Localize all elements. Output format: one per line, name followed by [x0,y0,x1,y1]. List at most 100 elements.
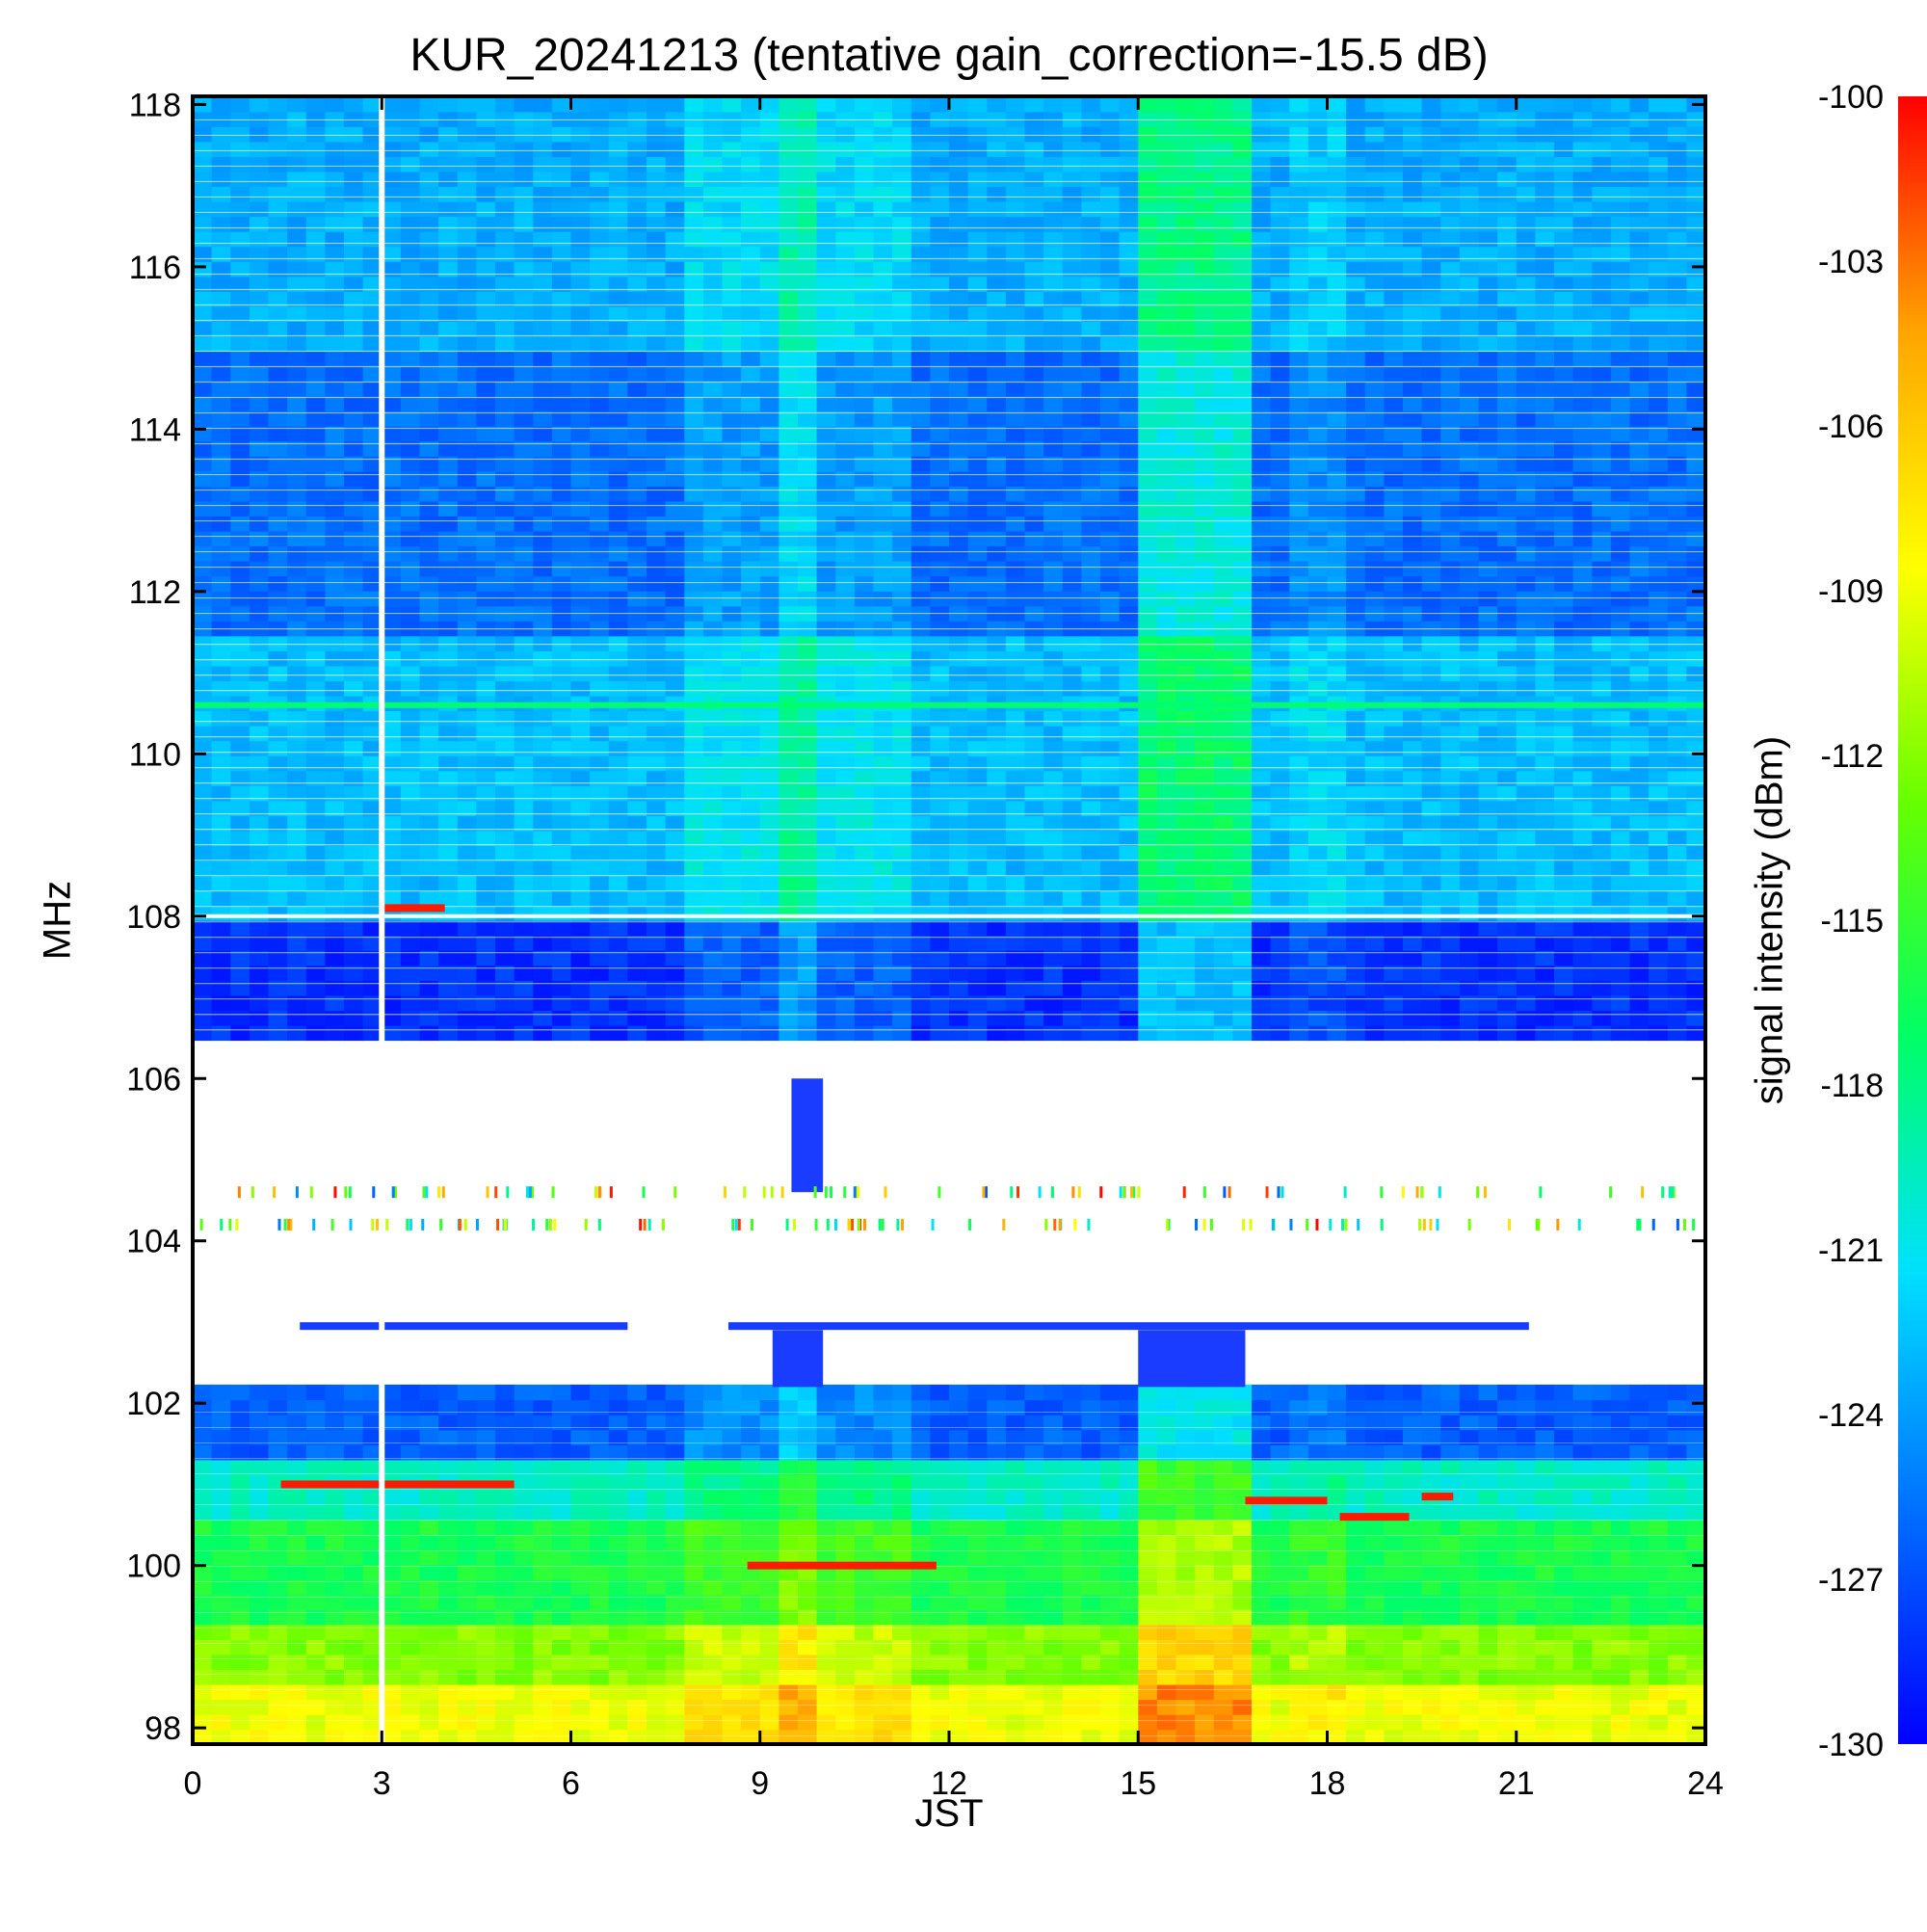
heatmap-cell [1156,650,1177,667]
heatmap-cell [230,1429,251,1445]
heatmap-cell [722,665,742,681]
heatmap-cell [551,920,572,937]
heatmap-cell [1364,770,1386,786]
heatmap-cell [1005,650,1026,667]
heatmap-cell [419,950,439,966]
heatmap-cell [1497,755,1518,772]
heatmap-cell [1232,1579,1253,1596]
heatmap-cell [759,1474,780,1491]
heatmap-cell [419,1459,439,1475]
heatmap-cell [816,860,836,877]
heatmap-cell [835,665,856,681]
heatmap-cell [684,545,704,562]
heatmap-cell [647,994,667,1011]
heatmap-cell [1156,994,1177,1011]
heatmap-cell [533,815,553,832]
heatmap-cell [1421,1699,1441,1715]
heatmap-cell [759,1429,780,1445]
heatmap-cell [722,1699,742,1715]
heatmap-cell [647,1429,667,1445]
heatmap-cell [1440,486,1461,502]
heatmap-cell [514,845,534,861]
heatmap-cell [911,980,932,996]
heatmap-cell [1346,1639,1366,1655]
heatmap-cell [1610,755,1631,772]
heatmap-cell [1346,1459,1366,1475]
heatmap-cell [344,1713,364,1731]
heatmap-cell [400,516,421,532]
heatmap-cell [476,470,496,487]
heatmap-cell [702,1699,724,1715]
heatmap-cell [1195,905,1215,921]
heatmap-cell [495,845,515,861]
heatmap-cell [514,1729,534,1744]
heatmap-cell [325,1534,345,1550]
heatmap-cell [684,740,704,756]
heatmap-cell [438,994,459,1011]
heatmap-cell [1307,1444,1329,1461]
heatmap-cell [325,1429,345,1445]
heatmap-cell [930,800,950,816]
heatmap-cell [1062,1024,1083,1042]
heatmap-cell [551,1624,572,1640]
heatmap-cell [1629,635,1650,651]
heatmap-cell [382,545,402,562]
heatmap-cell [949,800,969,816]
heatmap-cell [1592,905,1612,921]
heatmap-cell [1610,516,1631,532]
heatmap-cell [1327,770,1347,786]
heatmap-cell [1119,1429,1139,1445]
heatmap-cell [684,1713,704,1731]
heatmap-cell [1252,1639,1272,1655]
heatmap-cell [1327,1564,1347,1580]
heatmap-cell [1213,1624,1234,1640]
heatmap-cell [1667,800,1688,816]
heatmap-cell [702,1624,724,1640]
heatmap-cell [1667,1429,1688,1445]
heatmap-cell [1592,530,1612,547]
heatmap-cell [325,770,345,786]
heatmap-cell [1629,1669,1650,1685]
heatmap-cell [268,1384,288,1401]
heatmap-cell [684,1564,704,1580]
heatmap-cell [1403,1444,1423,1461]
heatmap-cell [1535,1594,1555,1610]
heatmap-cell [570,1384,591,1401]
heatmap-cell [1667,755,1688,772]
heatmap-cell [1100,1429,1121,1445]
heatmap-cell [457,470,478,487]
heatmap-cell [1629,575,1650,592]
heatmap-cell [1327,1415,1347,1431]
heatmap-cell [1100,785,1121,802]
heatmap-cell [1081,500,1101,516]
heatmap-cell [1610,770,1631,786]
heatmap-cell [382,845,402,861]
heatmap-cell [1119,830,1139,846]
heatmap-cell [1156,1669,1177,1685]
heatmap-cell [759,965,780,981]
heatmap-cell [665,1683,685,1701]
heatmap-cell [1232,889,1253,907]
heatmap-cell [438,1504,459,1521]
heatmap-cell [590,1579,610,1596]
heatmap-cell [1649,470,1669,487]
heatmap-cell [1686,1548,1705,1566]
heatmap-cell [1195,1519,1215,1536]
heatmap-cell [1364,845,1386,861]
heatmap-cell [1649,1519,1669,1536]
heatmap-cell [722,965,742,981]
heatmap-cell [987,1548,1007,1566]
heatmap-cell [1459,1474,1480,1491]
heatmap-cell [722,1429,742,1445]
heatmap-cell [835,516,856,532]
heatmap-cell [305,1579,327,1596]
heatmap-cell [1440,1474,1461,1491]
heatmap-cell [457,860,478,877]
heatmap-cell [533,1399,553,1416]
heatmap-cell [1478,1624,1498,1640]
heatmap-cell [1592,740,1612,756]
heatmap-cell [779,530,799,547]
heatmap-cell [533,500,553,516]
heatmap-cell [419,1564,439,1580]
heatmap-cell [382,755,402,772]
